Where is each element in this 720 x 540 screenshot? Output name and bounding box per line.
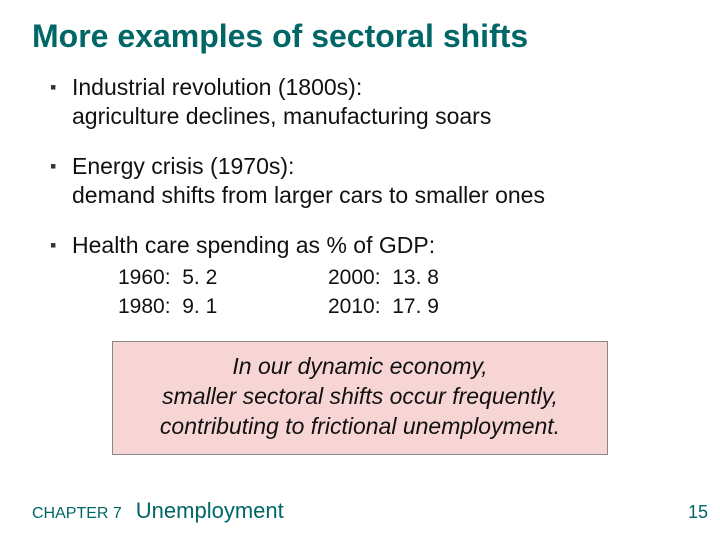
list-item: ▪ Industrial revolution (1800s): agricul… <box>50 73 720 132</box>
gdp-cell: 1980: 9. 1 <box>118 293 328 321</box>
gdp-cell: 2010: 17. 9 <box>328 293 538 321</box>
footer-chapter: CHAPTER 7 <box>32 505 122 523</box>
bullet-rest: demand shifts from larger cars to smalle… <box>72 182 545 208</box>
bullet-list: ▪ Industrial revolution (1800s): agricul… <box>0 55 720 321</box>
bullet-text: Energy crisis (1970s): demand shifts fro… <box>72 152 545 211</box>
bullet-lead: Energy crisis (1970s): <box>72 153 294 179</box>
bullet-rest: agriculture declines, manufacturing soar… <box>72 103 491 129</box>
list-item: ▪ Health care spending as % of GDP: 1960… <box>50 231 720 321</box>
callout-line: smaller sectoral shifts occur frequently… <box>162 383 558 409</box>
bullet-icon: ▪ <box>50 231 72 259</box>
bullet-text: Health care spending as % of GDP: 1960: … <box>72 231 538 321</box>
gdp-year: 2000: <box>328 266 381 289</box>
gdp-year: 2010: <box>328 295 381 318</box>
slide-footer: CHAPTER 7 Unemployment 15 <box>32 498 708 524</box>
footer-page-number: 15 <box>688 502 708 523</box>
bullet-icon: ▪ <box>50 73 72 101</box>
callout-line: In our dynamic economy, <box>232 353 487 379</box>
gdp-row: 1960: 5. 2 2000: 13. 8 <box>118 264 538 292</box>
gdp-cell: 2000: 13. 8 <box>328 264 538 292</box>
callout-box: In our dynamic economy, smaller sectoral… <box>112 341 608 455</box>
gdp-year: 1960: <box>118 266 171 289</box>
bullet-lead: Industrial revolution (1800s): <box>72 74 362 100</box>
gdp-value: 13. 8 <box>392 266 439 289</box>
bullet-icon: ▪ <box>50 152 72 180</box>
callout-line: contributing to frictional unemployment. <box>160 413 560 439</box>
bullet-lead: Health care spending as % of GDP: <box>72 232 435 258</box>
gdp-cell: 1960: 5. 2 <box>118 264 328 292</box>
gdp-row: 1980: 9. 1 2010: 17. 9 <box>118 293 538 321</box>
gdp-data: 1960: 5. 2 2000: 13. 8 1980: 9. 1 2010: … <box>72 264 538 321</box>
slide-title: More examples of sectoral shifts <box>0 0 720 55</box>
list-item: ▪ Energy crisis (1970s): demand shifts f… <box>50 152 720 211</box>
gdp-year: 1980: <box>118 295 171 318</box>
bullet-text: Industrial revolution (1800s): agricultu… <box>72 73 491 132</box>
footer-title: Unemployment <box>136 498 284 524</box>
gdp-value: 17. 9 <box>392 295 439 318</box>
gdp-value: 9. 1 <box>182 295 217 318</box>
gdp-value: 5. 2 <box>182 266 217 289</box>
